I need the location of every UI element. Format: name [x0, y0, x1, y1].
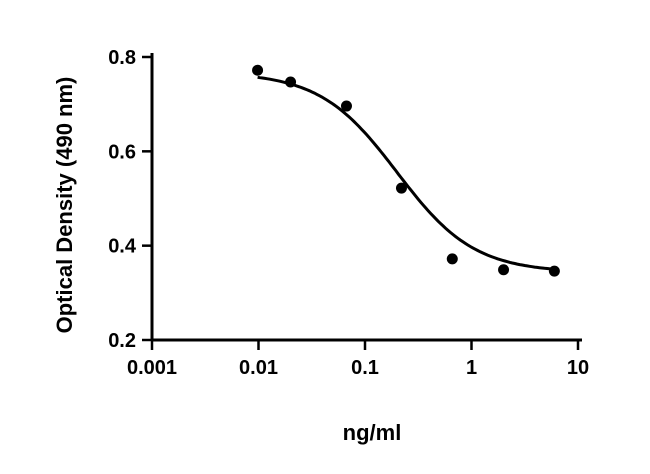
data-point [252, 64, 264, 76]
data-point [340, 100, 352, 112]
data-point [446, 253, 458, 265]
data-point [498, 264, 510, 276]
fit-curve-layer [257, 75, 555, 271]
y-tick-label: 0.4 [108, 236, 137, 258]
x-tick-label: 0.1 [351, 357, 379, 379]
y-tick-label: 0.8 [108, 47, 136, 69]
ticks: 0.2 0.4 0.6 0.8 0.001 0.01 0.1 1 10 [108, 47, 589, 379]
x-tick-label: 0.01 [239, 357, 278, 379]
y-axis-title: Optical Density (490 nm) [52, 77, 77, 334]
data-points-layer [252, 64, 560, 277]
axes [150, 53, 582, 342]
x-tick-label: 0.001 [127, 357, 177, 379]
y-tick-label: 0.6 [108, 141, 136, 163]
x-tick-label: 10 [567, 357, 589, 379]
data-point [285, 76, 297, 88]
data-point [548, 265, 560, 277]
x-tick-label: 1 [466, 357, 477, 379]
fit-curve [257, 75, 555, 271]
y-tick-label: 0.2 [108, 330, 136, 352]
data-point [395, 182, 407, 194]
x-axis-title: ng/ml [343, 420, 402, 445]
